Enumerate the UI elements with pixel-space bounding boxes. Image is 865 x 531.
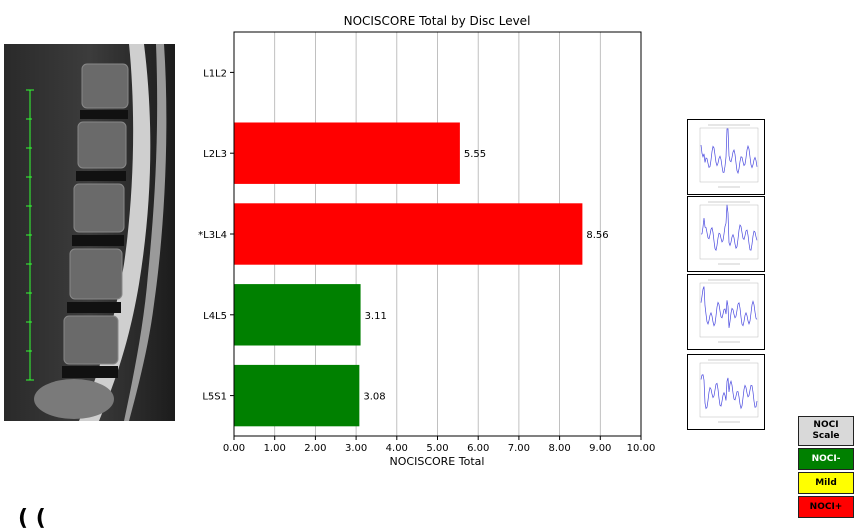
x-tick-label: 6.00 (467, 443, 489, 454)
bar (234, 284, 361, 346)
spectrum-plot-icon (699, 359, 759, 423)
y-tick-label: L5S1 (202, 392, 227, 403)
x-tick-label: 9.00 (589, 443, 611, 454)
nociscore-bar-chart: NOCISCORE Total by Disc Level 5.55 8.56 3.… (198, 14, 655, 468)
x-tick-label: 3.00 (345, 443, 367, 454)
chart-bars: 5.55 8.56 3.11 3.08 (234, 122, 609, 427)
bar (234, 203, 583, 265)
spectrum-thumbnail-1 (687, 119, 765, 195)
y-axis: L1L2 L2L3 *L3L4 L4L5 L5S1 (198, 68, 234, 403)
noci-scale-legend: NOCI Scale NOCI- Mild NOCI+ (798, 416, 854, 518)
bar (234, 364, 360, 427)
x-axis-label: NOCISCORE Total (390, 455, 485, 468)
y-tick-label: L4L5 (203, 311, 227, 322)
x-tick-label: 2.00 (304, 443, 326, 454)
legend-item-noci-minus: NOCI- (798, 448, 854, 470)
legend-header: NOCI Scale (798, 416, 854, 446)
spectrum-thumbnail-4 (687, 354, 765, 430)
spectrum-plot-icon (699, 201, 759, 265)
bar-value-label: 3.08 (363, 392, 385, 403)
x-tick-label: 5.00 (426, 443, 448, 454)
y-tick-label: L1L2 (203, 68, 227, 79)
x-tick-label: 1.00 (264, 443, 286, 454)
y-tick-label: L2L3 (203, 149, 227, 160)
spectrum-thumbnail-3 (687, 274, 765, 350)
spectrum-thumbnail-2 (687, 196, 765, 272)
x-tick-label: 4.00 (386, 443, 408, 454)
x-tick-label: 10.00 (627, 443, 656, 454)
bar-value-label: 5.55 (464, 149, 486, 160)
spectrum-plot-icon (699, 124, 759, 188)
spectrum-plot-icon (699, 279, 759, 343)
partial-glyph: ( ( (18, 506, 46, 531)
y-tick-label: *L3L4 (198, 230, 227, 241)
x-tick-label: 7.00 (508, 443, 530, 454)
legend-item-mild: Mild (798, 472, 854, 494)
bar-value-label: 8.56 (586, 230, 608, 241)
bar (234, 122, 460, 184)
x-tick-label: 8.00 (548, 443, 570, 454)
bar-value-label: 3.11 (365, 311, 387, 322)
legend-item-noci-plus: NOCI+ (798, 496, 854, 518)
chart-title: NOCISCORE Total by Disc Level (344, 14, 531, 28)
mri-spine-image (4, 44, 175, 421)
x-tick-label: 0.00 (223, 443, 245, 454)
x-axis: 0.00 1.00 2.00 3.00 4.00 5.00 6.00 7.00 8.00 9.00… (223, 436, 655, 454)
